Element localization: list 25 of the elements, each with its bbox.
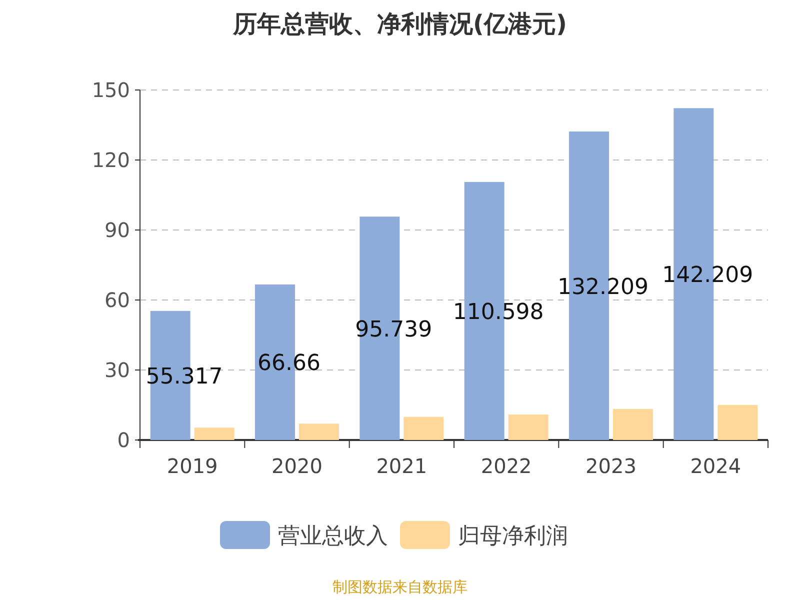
bar — [194, 428, 234, 440]
y-tick-label: 0 — [117, 428, 130, 452]
y-tick-label: 150 — [92, 78, 130, 102]
bar — [718, 405, 758, 440]
text: 制图数据来自数据库 — [332, 578, 468, 596]
legend-label: 归母净利润 — [458, 524, 568, 549]
bar — [299, 424, 339, 440]
bar — [613, 408, 653, 440]
x-tick-label: 2020 — [272, 454, 322, 478]
bar — [508, 414, 548, 440]
y-tick-label: 30 — [104, 358, 130, 382]
legend-label: 营业总收入 — [278, 524, 388, 549]
data-label: 110.598 — [452, 300, 544, 325]
x-tick-label: 2024 — [690, 454, 742, 478]
y-tick-label: 90 — [104, 218, 130, 242]
y-tick-label: 120 — [92, 148, 130, 172]
x-tick-label: 2019 — [166, 454, 218, 478]
data-label: 142.209 — [662, 263, 754, 288]
chart-title: 历年总营收、净利情况(亿港元) — [232, 10, 567, 38]
bar — [404, 416, 444, 440]
x-tick-label: 2021 — [376, 454, 428, 478]
x-tick-label: 2023 — [586, 454, 636, 478]
y-tick-label: 60 — [104, 288, 130, 312]
data-label: 132.209 — [558, 274, 648, 300]
x-tick-label: 2022 — [480, 454, 532, 478]
